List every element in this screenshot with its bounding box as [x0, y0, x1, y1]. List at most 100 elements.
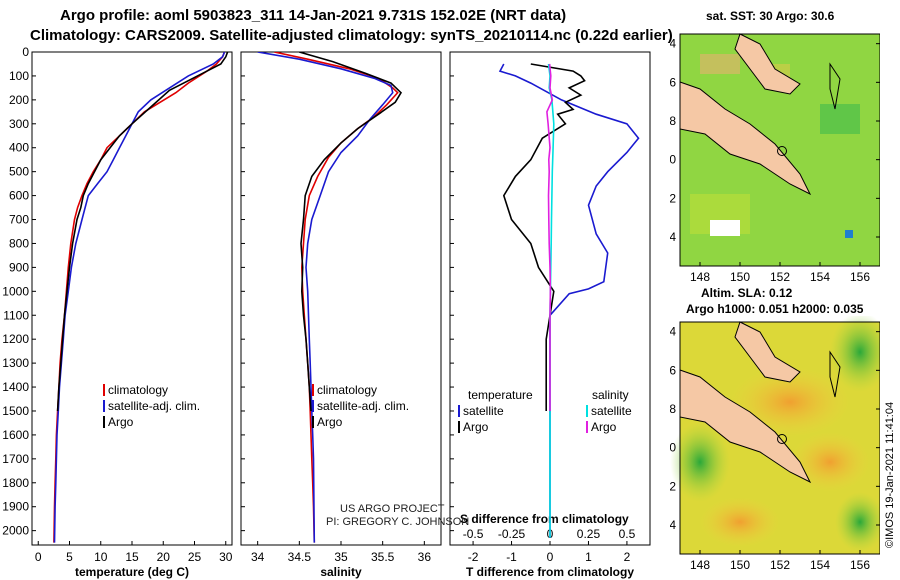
legend-label: Argo: [317, 415, 343, 429]
depth-tick-label: 900: [9, 260, 29, 274]
legend-header-temperature: temperature: [468, 388, 533, 402]
legend-header-salinity: salinity: [592, 388, 629, 402]
series-line-argo: [299, 52, 403, 412]
imos-watermark: ©IMOS 19-Jan-2021 11:41:04: [884, 401, 896, 548]
panel-frame-1: [240, 51, 442, 546]
series-line-climatology: [274, 52, 399, 543]
map-lat-label: -6: [670, 363, 676, 377]
x-tick-label: 35.5: [371, 550, 395, 564]
top-tick-label: -0.5: [463, 527, 484, 541]
series-line-satellite-adj-clim-: [53, 52, 226, 543]
map-lon-label: 156: [850, 270, 870, 284]
map-lat-label: -8: [670, 402, 676, 416]
map-lat-label: -14: [670, 518, 676, 532]
depth-tick-label: 1300: [2, 356, 29, 370]
map-lon-label: 156: [850, 558, 870, 572]
map-lon-label: 154: [810, 558, 830, 572]
x-tick-label: 15: [125, 550, 139, 564]
x-tick-label: 25: [188, 550, 202, 564]
legend-label: climatology: [108, 383, 168, 397]
legend-label: satellite-adj. clim.: [317, 399, 409, 413]
x-tick-label: 34.5: [288, 550, 312, 564]
map-lon-label: 152: [770, 270, 790, 284]
sst-map-coastline: [829, 62, 841, 110]
depth-tick-label: 1700: [2, 452, 29, 466]
map-lat-label: -4: [670, 325, 676, 339]
x-tick-label: 0: [35, 550, 42, 564]
map-lon-label: 154: [810, 270, 830, 284]
sla-map-argo-marker: [777, 434, 787, 444]
legend-label: satellite: [463, 404, 504, 418]
sla-map-subtitle: Argo h1000: 0.051 h2000: 0.035: [686, 302, 864, 316]
depth-tick-label: 700: [9, 213, 29, 227]
temperature-panel: 0100200300400500600700800900100011001200…: [2, 45, 232, 579]
top-tick-label: 0.25: [577, 527, 601, 541]
x-axis-label: salinity: [320, 565, 362, 579]
x-tick-label: 36: [418, 550, 432, 564]
depth-tick-label: 1800: [2, 476, 29, 490]
depth-tick-label: 1400: [2, 380, 29, 394]
sla-map-coastline: [829, 350, 841, 398]
top-tick-label: 0.5: [619, 527, 636, 541]
map-lat-label: -12: [670, 191, 676, 205]
legend-label: satellite-adj. clim.: [108, 399, 200, 413]
x-tick-label: 35: [334, 550, 348, 564]
legend-label: satellite: [591, 404, 632, 418]
legend-label: Argo: [591, 420, 617, 434]
top-axis-label: S difference from climatology: [460, 512, 629, 526]
map-lon-label: 148: [690, 558, 710, 572]
difference-panel: -2 -1 0 1 2T difference from climatology S di…: [449, 51, 651, 579]
x-axis-label: T difference from climatology: [466, 565, 634, 579]
x-tick-label: 34: [251, 550, 265, 564]
depth-tick-label: 0: [22, 45, 29, 59]
depth-tick-label: 300: [9, 117, 29, 131]
map-lat-label: -14: [670, 230, 676, 244]
title-line-1: Argo profile: aoml 5903823_311 14-Jan-20…: [60, 7, 567, 24]
credit-line-1: US ARGO PROJECT: [340, 503, 445, 515]
series-line-s-argo: [546, 63, 554, 411]
sla-map-new-guinea-coast: [679, 369, 812, 484]
depth-tick-label: 600: [9, 189, 29, 203]
x-tick-label: 10: [94, 550, 108, 564]
sst-map-cloud-gap: [710, 220, 740, 236]
sst-map-island: [734, 33, 801, 95]
sst-map-new-guinea-coast: [679, 81, 812, 196]
series-line-satellite-adj-clim-: [257, 52, 394, 543]
map-lat-label: -12: [670, 479, 676, 493]
depth-tick-label: 1200: [2, 332, 29, 346]
depth-tick-label: 1900: [2, 500, 29, 514]
depth-tick-label: 1600: [2, 428, 29, 442]
x-tick-label: -2: [468, 550, 479, 564]
x-tick-label: 1: [585, 550, 592, 564]
x-tick-label: 0: [547, 550, 554, 564]
map-lon-label: 150: [730, 558, 750, 572]
panel-frame-0: [31, 51, 233, 546]
x-tick-label: 2: [624, 550, 631, 564]
sst-map-argo-marker: [777, 146, 787, 156]
depth-tick-label: 800: [9, 236, 29, 250]
depth-tick-label: 2000: [2, 524, 29, 538]
map-lon-label: 150: [730, 270, 750, 284]
series-line-t-argo: [502, 63, 586, 411]
credit-line-2: PI: GREGORY C. JOHNSON: [326, 516, 470, 528]
sst-map: 148 150 152 154 156 -4 -6 -8 -10 -12 -14: [670, 33, 880, 284]
series-line-argo: [56, 52, 229, 412]
x-axis-label: temperature (deg C): [75, 565, 189, 579]
depth-tick-label: 1100: [3, 308, 29, 322]
depth-tick-label: 1500: [2, 404, 29, 418]
depth-tick-label: 100: [9, 69, 29, 83]
x-tick-label: 5: [66, 550, 73, 564]
top-tick-label: -0.25: [498, 527, 526, 541]
x-tick-label: 20: [157, 550, 171, 564]
map-lon-label: 148: [690, 270, 710, 284]
map-lon-label: 152: [770, 558, 790, 572]
sla-map-title: Altim. SLA: 0.12: [701, 286, 793, 300]
series-line-t-satellite: [498, 63, 640, 538]
sst-map-title: sat. SST: 30 Argo: 30.6: [706, 9, 835, 23]
sst-map-cold-spot: [845, 230, 853, 238]
map-lat-label: -10: [670, 441, 676, 455]
salinity-panel: 34 34.5 35 35.5 36 salinity climatology satelli…: [240, 51, 442, 579]
map-lat-label: -6: [670, 75, 676, 89]
title-line-2: Climatology: CARS2009. Satellite-adjuste…: [30, 27, 673, 44]
